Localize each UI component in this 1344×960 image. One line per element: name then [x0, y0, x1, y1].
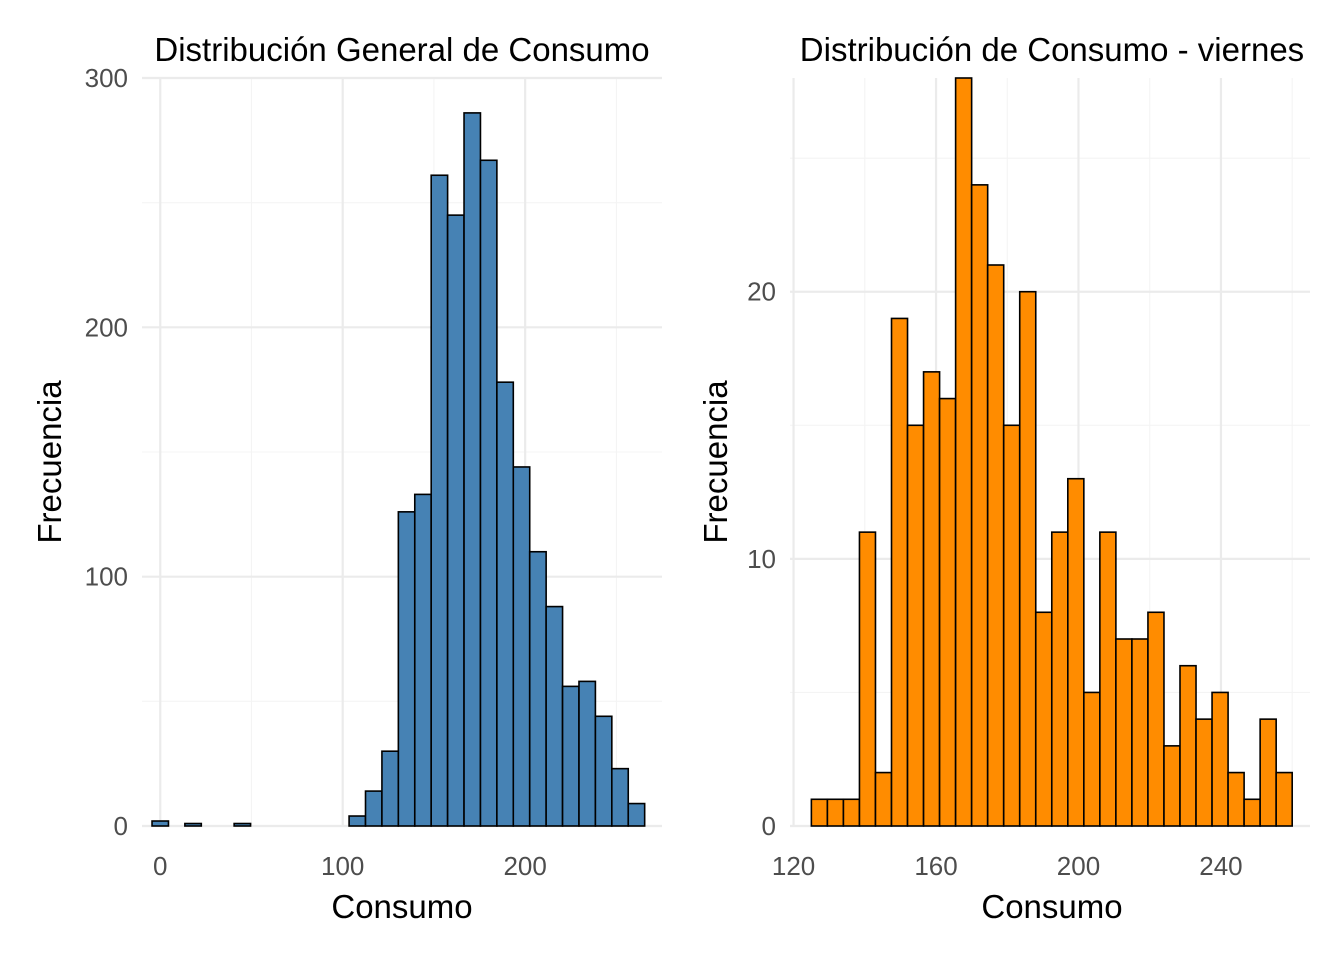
y-tick-labels-general: 0 100 200 300: [85, 63, 128, 841]
histogram-bar-viernes-12: [1002, 424, 1021, 827]
x-axis-title-viernes: Consumo: [981, 888, 1122, 925]
histogram-bar-general-17: [430, 174, 449, 827]
y-tick-label-general-1: 100: [85, 562, 128, 592]
y-axis-title-general: Frecuencia: [31, 380, 68, 544]
histogram-bar-viernes-6: [906, 424, 925, 827]
x-tick-label-general-0: 0: [153, 851, 167, 881]
chart-title-viernes: Distribución de Consumo - viernes: [800, 31, 1304, 68]
x-tick-label-general-2: 200: [503, 851, 546, 881]
histogram-bar-viernes-9: [954, 77, 973, 827]
x-axis-title-general: Consumo: [331, 888, 472, 925]
histogram-bar-general-13: [364, 790, 383, 827]
bars-viernes: [810, 77, 1293, 827]
histogram-bar-viernes-25: [1211, 691, 1229, 827]
histogram-bar-viernes-0: [810, 798, 829, 827]
x-tick-label-viernes-2: 200: [1057, 851, 1100, 881]
x-tick-label-general-1: 100: [321, 851, 364, 881]
histogram-bar-general-25: [561, 685, 580, 827]
histogram-bar-viernes-26: [1227, 771, 1245, 827]
bars-general: [151, 112, 646, 827]
histogram-bar-general-5: [233, 822, 252, 827]
panel-general: 0 100 200 0 100 200 300 Distribución General …: [31, 31, 662, 925]
histogram-bar-general-22: [512, 466, 531, 827]
x-tick-label-viernes-0: 120: [772, 851, 815, 881]
chart-title-general: Distribución General de Consumo: [154, 31, 649, 68]
x-tick-label-viernes-1: 160: [914, 851, 957, 881]
histogram-bar-viernes-15: [1050, 531, 1069, 827]
histogram-bar-viernes-21: [1147, 611, 1165, 827]
histogram-bar-viernes-24: [1195, 718, 1213, 827]
histogram-bar-general-28: [611, 767, 630, 827]
histogram-bar-viernes-19: [1115, 638, 1133, 827]
y-tick-labels-viernes: 0 10 20: [747, 277, 776, 841]
histogram-bar-viernes-1: [826, 798, 845, 827]
histogram-bar-general-2: [184, 822, 203, 827]
panel-viernes: 120 160 200 240 0 10 20 Distribución de Consu…: [697, 31, 1310, 925]
x-tick-label-viernes-3: 240: [1199, 851, 1242, 881]
histogram-bar-general-26: [578, 680, 597, 827]
histogram-bar-general-27: [594, 715, 613, 827]
histogram-bar-viernes-23: [1179, 664, 1197, 827]
x-tick-labels-general: 0 100 200: [153, 851, 547, 881]
histogram-bar-viernes-18: [1099, 531, 1117, 827]
histogram-bar-viernes-4: [874, 771, 893, 827]
histogram-bar-viernes-5: [890, 317, 909, 827]
histogram-bar-viernes-17: [1083, 691, 1101, 827]
histogram-bar-general-0: [151, 820, 170, 827]
histogram-bar-viernes-28: [1259, 718, 1277, 827]
y-tick-label-general-2: 200: [85, 312, 128, 342]
histogram-bar-viernes-2: [842, 798, 861, 827]
histogram-bar-viernes-8: [938, 397, 957, 827]
histogram-bar-viernes-29: [1275, 771, 1293, 827]
histogram-bar-general-24: [545, 605, 564, 827]
histogram-bar-general-19: [463, 112, 482, 827]
y-tick-label-viernes-0: 0: [762, 811, 776, 841]
histogram-bar-viernes-3: [858, 531, 877, 827]
histogram-bar-viernes-7: [922, 371, 941, 827]
histogram-bar-viernes-14: [1034, 611, 1053, 827]
histogram-bar-general-18: [446, 214, 465, 827]
histogram-bar-general-15: [397, 511, 416, 827]
y-tick-label-viernes-2: 20: [747, 277, 776, 307]
x-tick-labels-viernes: 120 160 200 240: [772, 851, 1243, 881]
histogram-bar-general-29: [627, 802, 646, 827]
histogram-bar-general-20: [479, 159, 498, 827]
y-tick-label-viernes-1: 10: [747, 544, 776, 574]
histogram-bar-general-21: [496, 381, 515, 827]
histogram-bar-viernes-20: [1131, 638, 1149, 827]
histogram-bar-viernes-22: [1163, 745, 1181, 827]
histogram-bar-viernes-11: [986, 264, 1005, 827]
histogram-bar-general-16: [413, 493, 432, 827]
y-tick-label-general-0: 0: [114, 811, 128, 841]
histogram-bar-viernes-27: [1243, 798, 1261, 827]
y-tick-label-general-3: 300: [85, 63, 128, 93]
histogram-bar-general-23: [528, 550, 547, 827]
histogram-bar-general-14: [381, 750, 400, 827]
histogram-bar-viernes-16: [1067, 477, 1085, 827]
histogram-bar-viernes-13: [1018, 290, 1037, 827]
histogram-bar-viernes-10: [970, 184, 989, 827]
histogram-bar-general-12: [348, 815, 367, 827]
y-axis-title-viernes: Frecuencia: [697, 380, 734, 544]
